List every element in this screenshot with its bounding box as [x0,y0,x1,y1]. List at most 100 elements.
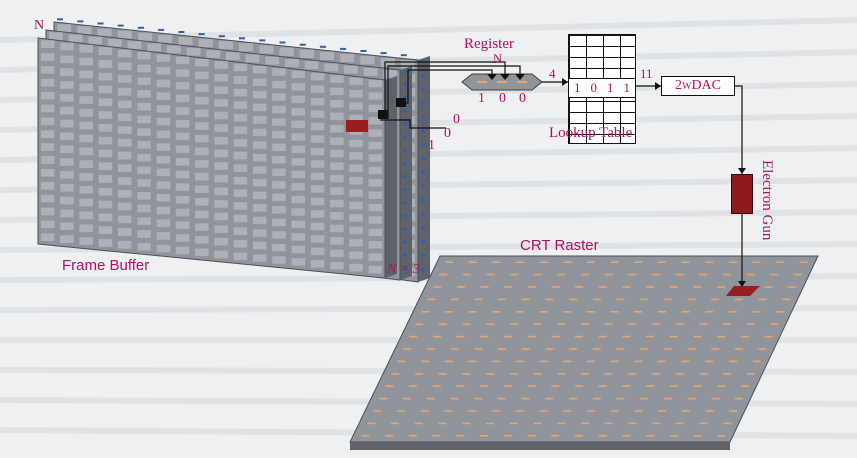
memory-cell [60,171,74,179]
memory-cell [40,91,55,100]
memory-cell [195,122,209,130]
memory-cell [285,59,299,67]
memory-cell [349,189,363,197]
memory-cell [349,139,363,148]
memory-cell [40,78,55,87]
memory-cell [291,133,305,141]
memory-cell [291,120,305,129]
plane-top-bit [158,28,165,31]
lookup-table-label: Lookup Table [549,125,633,141]
plane-edge-bit [403,188,407,192]
memory-cell [304,61,319,70]
memory-cell [349,77,363,85]
memory-cell [343,65,358,74]
memory-cell [368,216,383,224]
memory-cell [368,117,383,125]
memory-cell [60,235,74,243]
memory-cell [233,214,248,223]
memory-cell [291,258,305,266]
memory-cell [368,166,383,175]
memory-cell [98,47,113,55]
memory-cell [368,265,383,274]
plane-edge-bit [403,135,407,139]
memory-cell [156,244,171,253]
memory-cell [97,28,112,37]
memory-cell [272,105,286,114]
memory-cell [79,160,93,168]
memory-cell [233,227,248,235]
memory-cell [272,118,286,126]
memory-cell [279,47,294,56]
plane-top-bit [57,18,63,21]
plane-top-bit [259,39,266,42]
memory-cell [40,207,55,216]
memory-cell [175,221,190,229]
memory-cell [214,73,228,82]
memory-cell [349,239,363,247]
plane-edge-bit [403,201,407,205]
memory-cell [118,138,132,147]
memory-cell [79,237,93,245]
wire-width-11: 11 [640,66,653,81]
memory-cell [57,24,72,33]
plane-edge-bit [421,240,425,244]
memory-cell [368,154,383,162]
memory-cell [252,103,267,112]
memory-cell [147,43,162,52]
memory-cell [214,237,228,246]
plane-count-label: N = 3 [387,262,420,277]
memory-cell [137,51,151,60]
memory-cell [98,98,113,107]
crt-edge [350,442,730,450]
memory-cell [233,151,248,160]
memory-cell [310,122,325,131]
memory-cell [233,76,248,84]
memory-cell [252,78,267,86]
memory-cell [368,79,383,88]
memory-cell [98,187,113,196]
memory-cell [214,99,228,107]
memory-cell [137,153,151,162]
plane-edge-bit [421,212,425,216]
memory-cell [60,42,74,51]
memory-cell [272,243,286,252]
memory-cell [98,111,113,119]
memory-cell [79,83,93,92]
memory-cell [118,202,132,211]
memory-cell [156,232,171,240]
memory-cell [156,117,171,126]
memory-cell [137,115,151,124]
memory-cell [186,47,201,56]
memory-cell [214,225,228,233]
memory-cell [330,174,344,183]
plane-top-bit [319,45,326,48]
memory-cell [233,88,248,97]
memory-cell [272,206,286,214]
memory-cell [195,210,209,219]
memory-cell [156,79,171,88]
memory-cell [118,190,132,198]
memory-cell [156,143,171,151]
memory-cell [272,143,286,151]
memory-cell [349,177,363,185]
memory-cell [330,75,344,83]
plane-top-bit [198,33,205,36]
plane-top-bit [218,35,225,38]
memory-cell [156,206,171,215]
memory-cell [118,100,132,109]
memory-cell [60,132,74,141]
memory-cell [272,156,286,164]
memory-cell [330,87,344,96]
plane-top-bit [400,54,407,57]
memory-cell [330,112,344,121]
memory-cell [175,170,190,179]
memory-cell [330,199,344,208]
memory-cell [40,194,55,203]
memory-cell [175,183,190,191]
memory-cell [118,87,132,96]
memory-cell [252,153,267,162]
memory-cell [118,164,132,173]
plane-edge-bit [421,184,425,188]
memory-cell [137,217,151,225]
